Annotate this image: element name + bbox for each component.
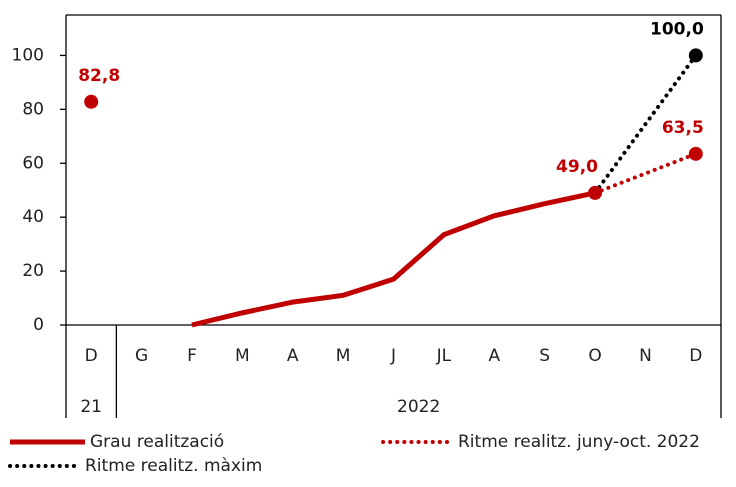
x-tick-label: JL: [436, 346, 452, 366]
x-tick-label: J: [390, 346, 396, 366]
y-tick-label: 80: [22, 99, 44, 119]
x-tick-label: D: [85, 346, 98, 366]
y-tick-label: 100: [12, 45, 44, 65]
x-tick-label: A: [287, 346, 299, 366]
series-line: [593, 151, 698, 195]
y-tick-label: 40: [22, 207, 44, 227]
x-tick-label: A: [488, 346, 500, 366]
x-tick-label: O: [588, 346, 601, 366]
x-tick-label: G: [135, 346, 148, 366]
data-label: 82,8: [78, 66, 120, 86]
series-line: [191, 190, 596, 328]
point-marker: [688, 146, 703, 161]
x-tick-label: M: [235, 346, 250, 366]
x-tick-label: S: [539, 346, 550, 366]
point-marker: [84, 94, 99, 109]
y-tick-label: 60: [22, 153, 44, 173]
point-marker: [588, 185, 603, 200]
y-tick-label: 0: [33, 315, 44, 335]
series-line: [593, 53, 698, 195]
x-tick-label: F: [187, 346, 197, 366]
x-group-label: 2022: [397, 397, 440, 417]
data-label: 63,5: [662, 118, 704, 138]
x-tick-label: D: [689, 346, 702, 366]
legend-label: Grau realització: [90, 432, 224, 452]
y-tick-label: 20: [22, 261, 44, 281]
x-tick-label: M: [336, 346, 351, 366]
legend-label: Ritme realitz. màxim: [85, 456, 262, 476]
x-tick-label: N: [639, 346, 652, 366]
point-marker: [688, 48, 703, 63]
legend-label: Ritme realitz. juny-oct. 2022: [458, 432, 700, 452]
data-label: 49,0: [556, 157, 598, 177]
x-group-label: 21: [80, 397, 102, 417]
data-label: 100,0: [650, 19, 704, 39]
